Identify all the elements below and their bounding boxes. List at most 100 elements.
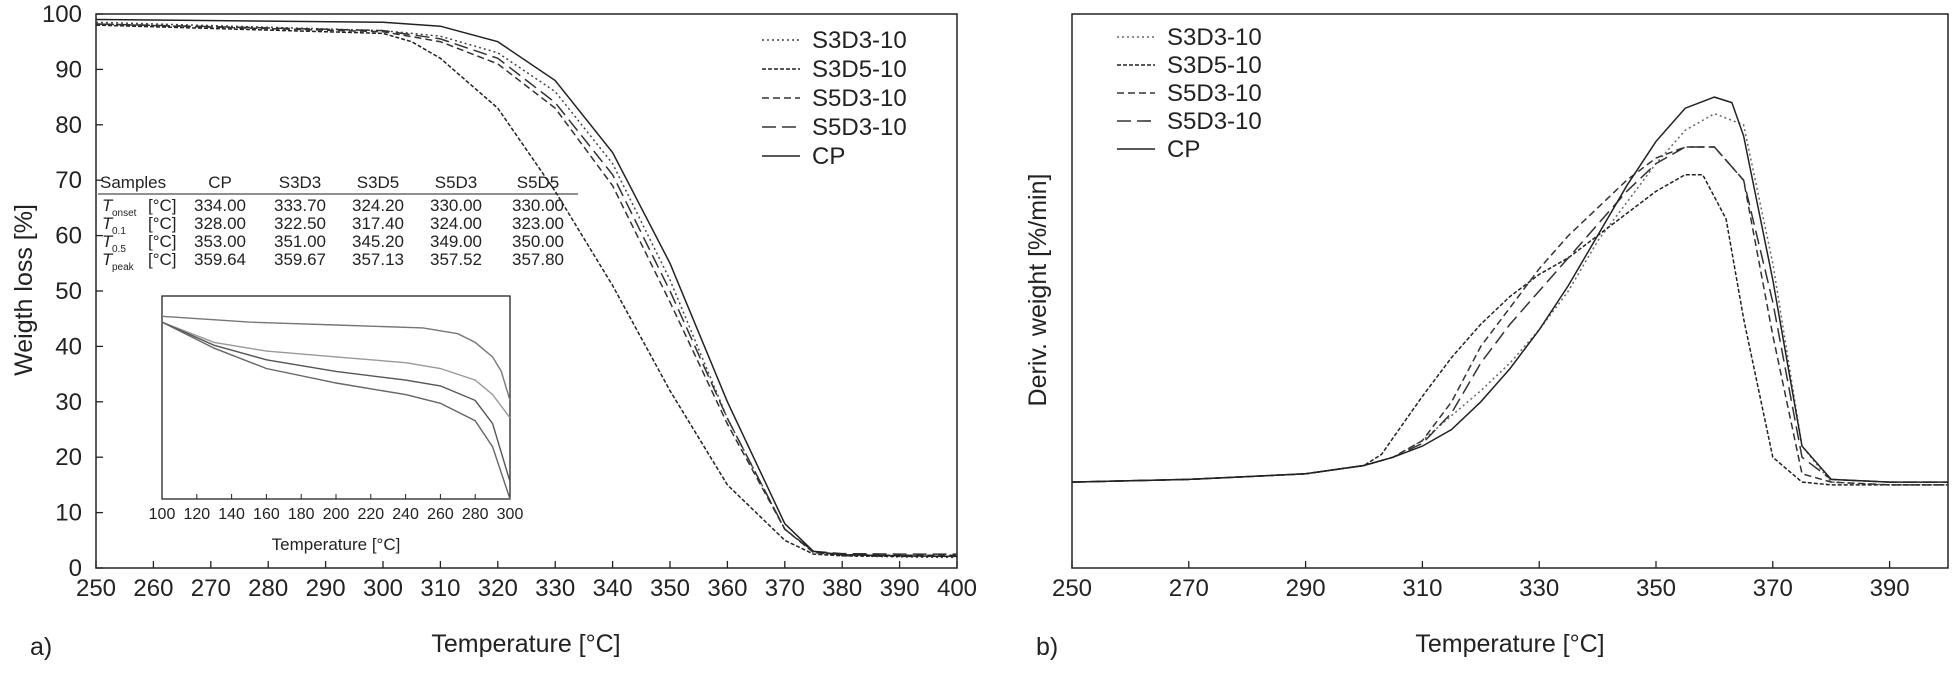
table-row-symbol: T bbox=[102, 214, 114, 233]
panel-a-x-tick-label: 390 bbox=[880, 575, 920, 602]
table-row-subscript: peak bbox=[112, 262, 135, 273]
panel-b-legend-label: S3D5-10 bbox=[1167, 52, 1262, 79]
panel-b-x-tick-label: 250 bbox=[1052, 575, 1092, 602]
table-header-cell: S3D3 bbox=[279, 173, 322, 192]
table-cell: 349.00 bbox=[430, 232, 482, 251]
table-row-unit: [°C] bbox=[148, 232, 177, 251]
table-cell: 333.70 bbox=[274, 196, 326, 215]
panel-a-series-line bbox=[95, 18, 958, 558]
panel-b-series-line bbox=[1071, 146, 1948, 483]
inset-x-axis-title: Temperature [°C] bbox=[272, 535, 401, 554]
panel-b-chart: 250 270 290 310 330 350 370 390 Deriv. weight [… bbox=[1024, 13, 1949, 661]
inset-x-tick-label: 180 bbox=[288, 506, 315, 523]
panel-a-x-tick-label: 270 bbox=[191, 575, 231, 602]
table-cell: 330.00 bbox=[512, 196, 564, 215]
panel-a-inset-chart: 100 120 140 160 180 200 220 240 260 280 300 Temper… bbox=[149, 295, 524, 554]
panel-a-chart: 250 260 270 280 290 300 310 320 330 340 350 360 370 3… bbox=[10, 1, 977, 661]
panel-a-y-tick-label: 90 bbox=[55, 56, 82, 83]
panel-b-x-tick-label: 330 bbox=[1519, 575, 1559, 602]
table-row-subscript: 0.1 bbox=[112, 226, 126, 237]
panel-b-legend-label: S5D3-10 bbox=[1167, 108, 1262, 135]
inset-x-tick-label: 280 bbox=[462, 506, 489, 523]
panel-a-y-tick-label: 60 bbox=[55, 223, 82, 250]
panel-b-legend-label: S5D3-10 bbox=[1167, 80, 1262, 107]
panel-a-data-table: Samples CP S3D3 S3D5 S5D3 S5D5 T onset [°C] 334.0… bbox=[98, 173, 578, 273]
panel-b-series-line bbox=[1071, 96, 1948, 483]
table-cell: 328.00 bbox=[194, 214, 246, 233]
panel-b-label: b) bbox=[1036, 633, 1058, 661]
panel-b-plot-frame bbox=[1071, 13, 1949, 569]
panel-a-legend-label: S3D3-10 bbox=[812, 27, 907, 54]
panel-a-x-tick-label: 320 bbox=[478, 575, 518, 602]
panel-a-x-tick-label: 260 bbox=[133, 575, 173, 602]
table-cell: 359.67 bbox=[274, 250, 326, 269]
table-row-symbol: T bbox=[102, 250, 114, 269]
panel-b-legend-label: S3D3-10 bbox=[1167, 24, 1262, 51]
panel-a-y-tick-label: 40 bbox=[55, 333, 82, 360]
inset-x-tick-label: 220 bbox=[357, 506, 384, 523]
panel-b-y-axis-title: Deriv. weight [%/min] bbox=[1024, 174, 1052, 407]
table-row-subscript: 0.5 bbox=[112, 244, 126, 255]
table-header-cell: S5D3 bbox=[435, 173, 478, 192]
table-cell: 357.52 bbox=[430, 250, 482, 269]
inset-x-tick-label: 240 bbox=[392, 506, 419, 523]
panel-a-y-tick-label: 30 bbox=[55, 389, 82, 416]
table-cell: 322.50 bbox=[274, 214, 326, 233]
inset-x-tick-label: 260 bbox=[427, 506, 454, 523]
panel-a-y-tick-label: 10 bbox=[55, 500, 82, 527]
inset-series-line bbox=[161, 321, 511, 482]
panel-a-x-tick-label: 250 bbox=[76, 575, 116, 602]
panel-a-x-tick-label: 300 bbox=[363, 575, 403, 602]
inset-x-tick-label: 100 bbox=[149, 506, 176, 523]
table-cell: 324.00 bbox=[430, 214, 482, 233]
table-row-unit: [°C] bbox=[148, 250, 177, 269]
inset-x-tick-label: 120 bbox=[183, 506, 210, 523]
inset-series-line bbox=[161, 315, 511, 401]
panel-a-legend-label: S5D3-10 bbox=[812, 85, 907, 112]
panel-a-x-tick-label: 360 bbox=[707, 575, 747, 602]
panel-a-x-tick-label: 370 bbox=[765, 575, 805, 602]
panel-a-y-tick-label: 80 bbox=[55, 112, 82, 139]
panel-a-y-tick-label: 20 bbox=[55, 444, 82, 471]
inset-x-tick-label: 160 bbox=[253, 506, 280, 523]
inset-series-line bbox=[161, 321, 511, 419]
table-header-cell: S5D5 bbox=[517, 173, 560, 192]
panel-a-y-tick-label: 0 bbox=[69, 555, 82, 582]
panel-a-x-tick-label: 380 bbox=[822, 575, 862, 602]
panel-b-legend-label: CP bbox=[1167, 136, 1200, 163]
panel-a-x-tick-label: 350 bbox=[650, 575, 690, 602]
panel-a-x-tick-label: 280 bbox=[248, 575, 288, 602]
panel-b-x-tick-label: 350 bbox=[1636, 575, 1676, 602]
table-row-symbol: T bbox=[102, 232, 114, 251]
panel-a-series-line bbox=[95, 23, 957, 555]
inset-x-tick-label: 140 bbox=[218, 506, 245, 523]
table-cell: 323.00 bbox=[512, 214, 564, 233]
panel-a-y-tick-label: 100 bbox=[42, 1, 82, 28]
panel-b-x-tick-label: 270 bbox=[1169, 575, 1209, 602]
table-cell: 317.40 bbox=[352, 214, 404, 233]
panel-a-legend-label: CP bbox=[812, 143, 845, 170]
inset-marks: 100 120 140 160 180 200 220 240 260 280 300 bbox=[149, 315, 524, 523]
panel-b-x-axis-title: Temperature [°C] bbox=[1415, 630, 1604, 658]
table-cell: 351.00 bbox=[274, 232, 326, 251]
table-row-symbol: T bbox=[102, 196, 114, 215]
table-cell: 330.00 bbox=[430, 196, 482, 215]
panel-b-x-tick-label: 310 bbox=[1402, 575, 1442, 602]
table-row-unit: [°C] bbox=[148, 196, 177, 215]
table-cell: 334.00 bbox=[194, 196, 246, 215]
panel-b-series-line bbox=[1071, 173, 1948, 486]
panel-a-x-tick-label: 290 bbox=[306, 575, 346, 602]
table-cell: 350.00 bbox=[512, 232, 564, 251]
table-cell: 345.20 bbox=[352, 232, 404, 251]
table-cell: 357.13 bbox=[352, 250, 404, 269]
inset-x-tick-label: 300 bbox=[497, 506, 524, 523]
panel-a-x-tick-label: 400 bbox=[937, 575, 977, 602]
panel-a-y-tick-label: 50 bbox=[55, 278, 82, 305]
panel-a-marks: 250 260 270 280 290 300 310 320 330 340 350 360 370 3… bbox=[42, 1, 977, 602]
panel-a-label: a) bbox=[30, 633, 52, 661]
inset-x-tick-label: 200 bbox=[323, 506, 350, 523]
inset-plot-frame bbox=[161, 295, 511, 500]
panel-b-marks: 250 270 290 310 330 350 370 390 bbox=[1052, 96, 1948, 602]
panel-a-x-tick-label: 340 bbox=[593, 575, 633, 602]
